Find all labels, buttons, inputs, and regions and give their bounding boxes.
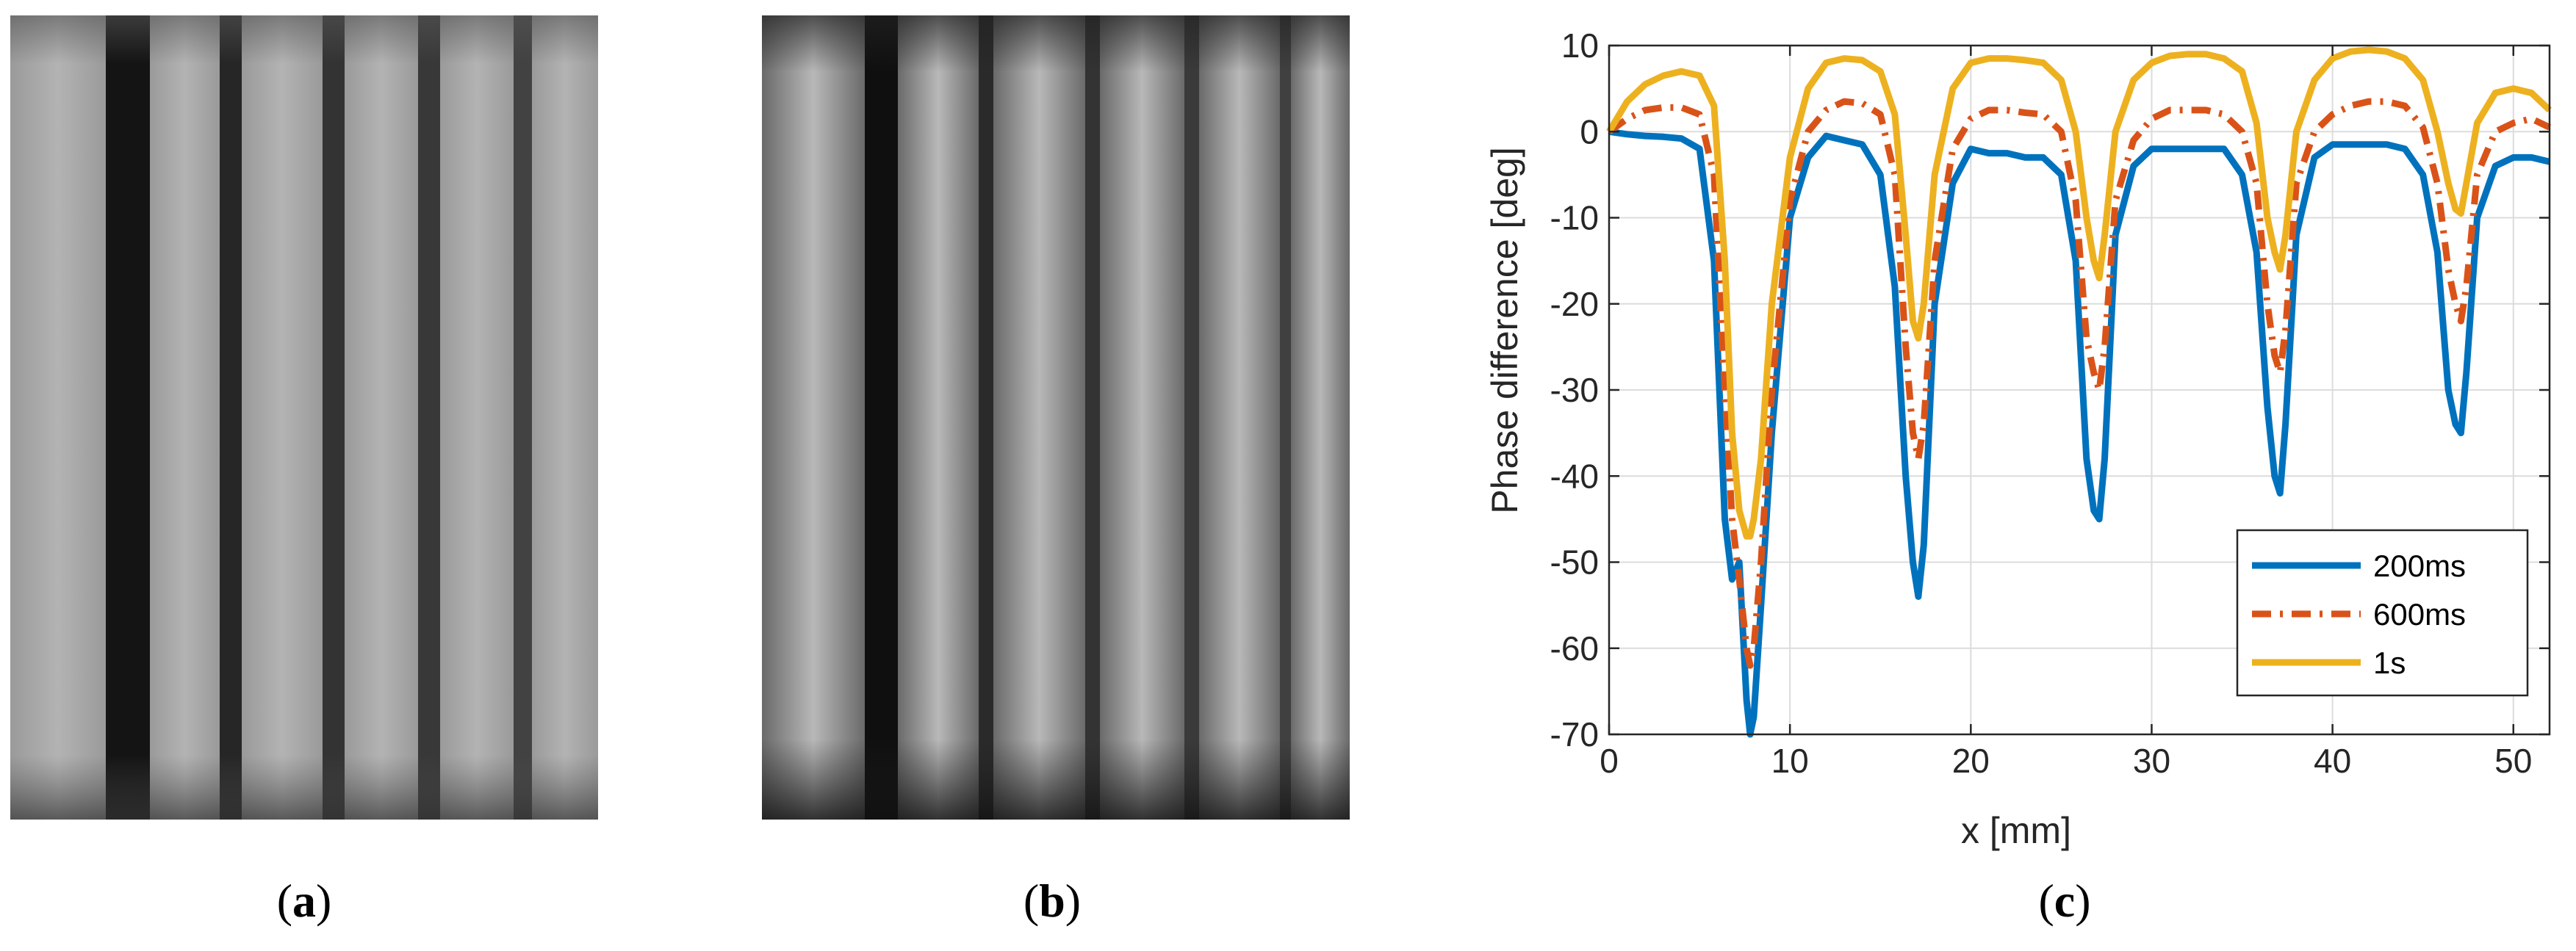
- legend-label-1s: 1s: [2373, 646, 2406, 680]
- x-tick-label: 0: [1600, 742, 1619, 780]
- caption-c: (c): [2038, 875, 2091, 927]
- y-tick-label: -70: [1550, 715, 1599, 753]
- legend-label-600ms: 600ms: [2373, 597, 2466, 632]
- x-tick-label: 40: [2314, 742, 2351, 780]
- plot-area: 0 10 20 30 40 50 10 0 -10 -20 -30 -40 -50 -60 -70 200ms…: [1550, 26, 2552, 780]
- y-tick-label: -10: [1550, 199, 1599, 237]
- y-tick-label: -60: [1550, 629, 1599, 668]
- legend-box: [2236, 529, 2529, 697]
- caption-b-letter: b: [1039, 875, 1065, 927]
- series-line-200ms: [1608, 128, 2551, 738]
- thermal-image-a-graphic: [10, 15, 598, 820]
- y-tick-label: -50: [1550, 543, 1599, 582]
- thermal-image-b-graphic: [762, 15, 1350, 820]
- y-tick-label: 0: [1580, 112, 1599, 151]
- series-line-600ms: [1607, 98, 2551, 669]
- y-tick-label: -40: [1550, 457, 1599, 495]
- y-axis-label: Phase difference [deg]: [1484, 147, 1525, 513]
- thermal-image-a: [10, 15, 598, 820]
- thermal-image-b: [762, 15, 1350, 820]
- caption-a-letter: a: [292, 875, 316, 927]
- caption-a: (a): [276, 875, 332, 927]
- x-tick-label: 10: [1771, 742, 1809, 780]
- legend-label-200ms: 200ms: [2373, 549, 2466, 583]
- x-tick-label: 50: [2494, 742, 2532, 780]
- y-tick-label: -30: [1550, 371, 1599, 409]
- x-axis-label: x [mm]: [1961, 810, 2071, 851]
- y-tick-label: 10: [1561, 26, 1599, 65]
- x-tick-label: 30: [2133, 742, 2170, 780]
- caption-b: (b): [1023, 875, 1082, 927]
- y-tick-label: -20: [1550, 285, 1599, 323]
- phase-difference-chart: 0 10 20 30 40 50 10 0 -10 -20 -30 -40 -50 -60 -70 200ms…: [1484, 26, 2552, 851]
- x-tick-label: 20: [1952, 742, 1990, 780]
- caption-c-letter: c: [2054, 875, 2076, 927]
- series-line-1s: [1606, 46, 2552, 540]
